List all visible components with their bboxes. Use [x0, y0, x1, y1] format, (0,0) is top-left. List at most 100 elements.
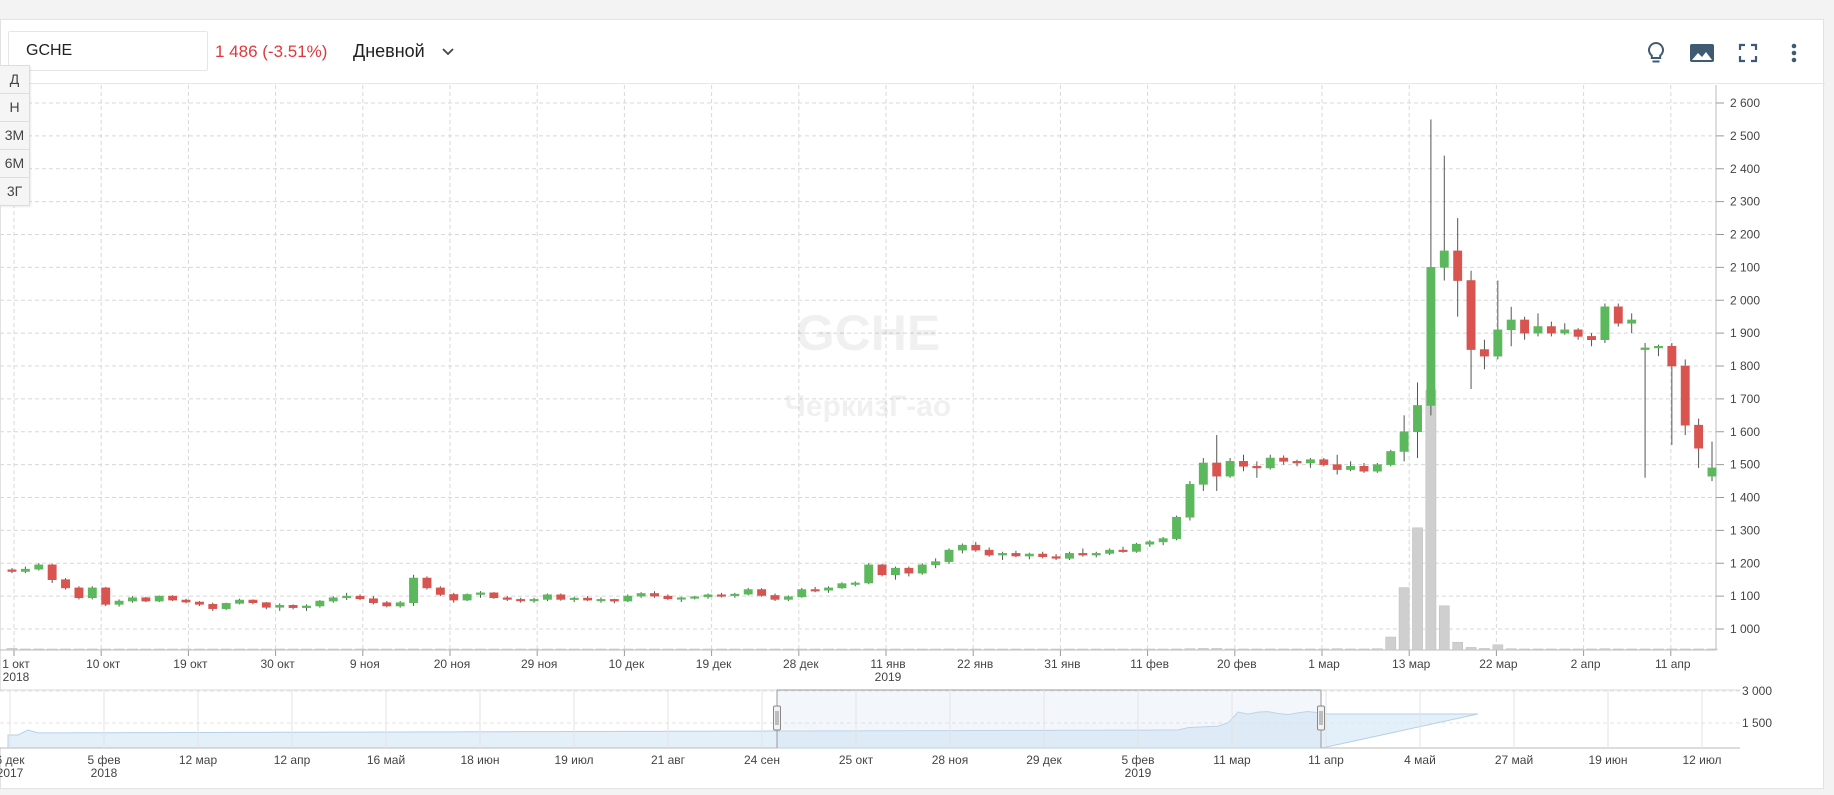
candle [1346, 461, 1356, 472]
candle [1640, 342, 1650, 478]
candle-body [730, 593, 740, 596]
candle [368, 596, 378, 605]
volume-bar [1612, 648, 1624, 651]
candle-body [1038, 553, 1048, 557]
candle-body [1158, 538, 1168, 543]
chevron-down-icon[interactable] [441, 47, 455, 57]
candle [1305, 458, 1315, 468]
volume-bar [662, 648, 674, 651]
candle-body [529, 599, 539, 602]
navigator-x-label: 21 авг [651, 753, 686, 767]
volume-bar [943, 648, 955, 651]
x-tick-label: 11 апр [1655, 657, 1691, 671]
volume-bar [1131, 648, 1142, 651]
candle [1694, 418, 1704, 468]
watermark-name: ЧеркизГ-ао [785, 390, 951, 423]
candle [716, 592, 726, 598]
candle [917, 563, 927, 575]
volume-bar [836, 648, 848, 651]
image-icon[interactable] [1687, 38, 1717, 68]
candle-body [650, 593, 659, 597]
candle-body [1252, 465, 1262, 469]
more-vertical-icon[interactable] [1779, 38, 1809, 68]
candle-body [1654, 345, 1663, 349]
volume-bar [983, 648, 995, 651]
candle [1506, 306, 1516, 347]
candle-body [462, 594, 472, 601]
period-button[interactable]: Д [0, 66, 29, 94]
period-button[interactable]: 3М [0, 122, 29, 150]
candle-body [114, 600, 124, 605]
period-button[interactable]: 3Г [6, 183, 23, 199]
candle-body [1640, 347, 1650, 350]
x-tick-label: 11 янв [870, 657, 905, 671]
candle [542, 593, 552, 602]
candle [944, 548, 954, 564]
y-tick-label: 2 100 [1730, 260, 1760, 274]
candle [261, 602, 271, 610]
volume-bar [1291, 648, 1303, 651]
interval-select[interactable]: Дневной [353, 41, 425, 61]
candle-body [476, 592, 485, 595]
candle-body [1520, 319, 1530, 334]
x-tick-label: 31 янв [1044, 657, 1080, 671]
candle [690, 596, 700, 600]
y-tick-label: 2 000 [1730, 293, 1760, 307]
candle [382, 601, 392, 608]
candle-body [1145, 541, 1155, 545]
candle-body [435, 587, 445, 595]
candle [7, 568, 17, 574]
lightbulb-icon[interactable] [1641, 38, 1671, 68]
navigator-left-handle[interactable] [773, 705, 781, 731]
x-tick-label: 19 окт [173, 657, 208, 671]
candle-body [1292, 461, 1302, 464]
candle-body [1011, 553, 1021, 557]
volume-bar [635, 648, 647, 651]
candle-body [891, 567, 900, 576]
candle-body [1506, 319, 1516, 331]
candle-body [569, 597, 579, 600]
candle [1466, 270, 1476, 390]
candle-body [1560, 329, 1570, 334]
candle-body [716, 594, 726, 597]
volume-bar [1438, 605, 1450, 651]
volume-bar [194, 648, 205, 651]
period-button[interactable]: Н [0, 94, 29, 122]
period-button[interactable]: 6М [0, 150, 29, 178]
volume-bar [970, 648, 982, 651]
candle-body [1667, 345, 1677, 367]
candle [556, 593, 566, 601]
volume-bar [260, 648, 272, 651]
candle [984, 547, 994, 557]
candle [462, 593, 472, 602]
candle-body [542, 594, 552, 600]
volume-bar [86, 648, 98, 651]
candle [502, 596, 512, 602]
candle [770, 593, 780, 602]
navigator-x-label: 12 мар [179, 753, 218, 767]
volume-bar [1023, 648, 1035, 651]
fullscreen-icon[interactable] [1733, 38, 1763, 68]
navigator-right-handle[interactable] [1317, 705, 1325, 731]
candle-body [944, 549, 954, 562]
candle [1520, 316, 1530, 340]
volume-bar [73, 648, 85, 651]
candle [1292, 459, 1302, 467]
candle-body [676, 597, 686, 600]
y-tick-label: 1 800 [1730, 359, 1760, 373]
navigator-x-label: 6 дек [0, 753, 25, 767]
candle [435, 586, 445, 597]
volume-bar [1706, 648, 1718, 651]
symbol-input[interactable]: GCHE [8, 31, 208, 71]
volume-bar [461, 648, 473, 651]
candle [114, 599, 124, 607]
candle [275, 603, 285, 611]
volume-bar [394, 648, 406, 651]
navigator-y-label: 1 500 [1742, 716, 1772, 730]
volume-bar [1666, 648, 1678, 651]
candle [235, 598, 245, 605]
volume-bar [220, 648, 232, 651]
volume-bar [113, 648, 125, 651]
candle [342, 592, 352, 601]
